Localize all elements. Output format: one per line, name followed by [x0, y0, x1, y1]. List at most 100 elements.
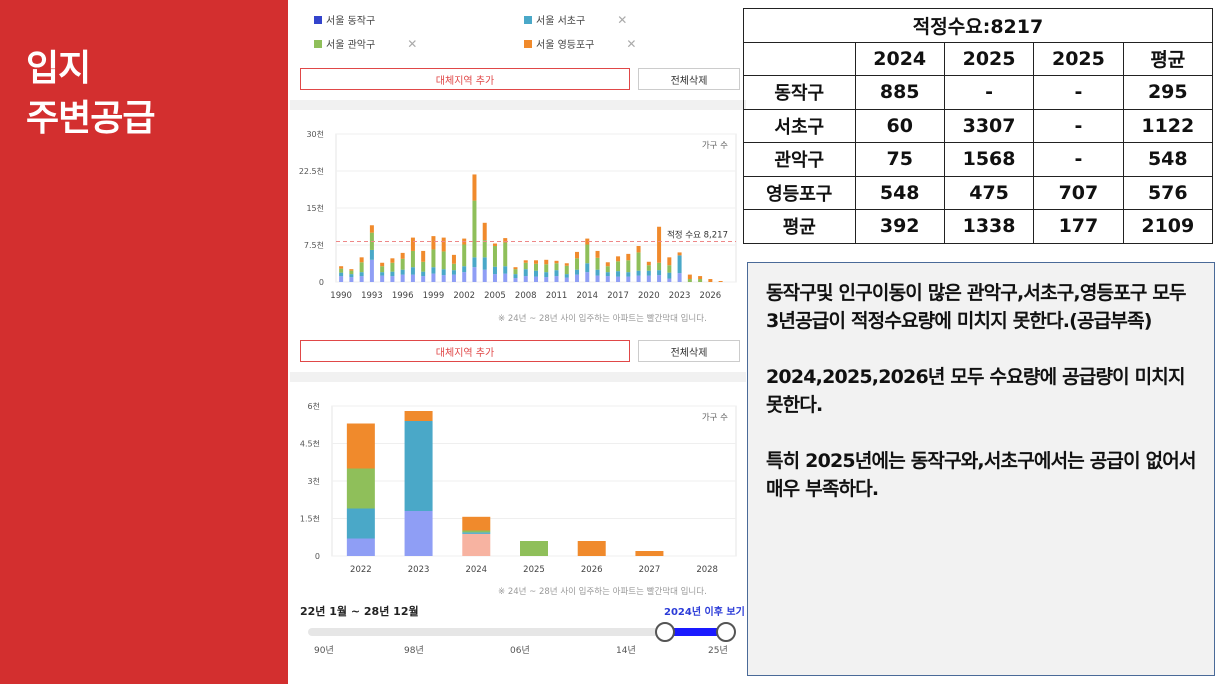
bar-segment — [431, 249, 436, 268]
bar-segment — [523, 276, 528, 282]
table-cell: 영등포구 — [743, 175, 856, 210]
bar-segment — [585, 238, 590, 245]
bar-segment — [380, 266, 385, 273]
slider-start-handle[interactable] — [655, 622, 675, 642]
legend-label: 서울 영등포구 — [536, 40, 595, 51]
bar-segment — [657, 275, 662, 282]
delete-all-button[interactable]: 전체삭제 — [638, 340, 740, 362]
bar-segment — [523, 262, 528, 270]
history-chart: 30천 22.5천 15천 7.5천 0 가구 수 1990 1993 1996 1999 2002… — [296, 118, 746, 318]
bar-segment — [718, 281, 723, 282]
bar-segment — [554, 270, 559, 277]
bar-segment — [349, 277, 354, 282]
add-region-button[interactable]: 대체지역 추가 — [300, 68, 630, 90]
table-row: 평균 392 1338 177 2109 — [743, 209, 1214, 244]
table-cell: 707 — [1033, 175, 1124, 210]
x-tick-label: 2028 — [696, 565, 718, 575]
legend-swatch — [314, 15, 322, 24]
slider-tick: 98년 — [404, 646, 424, 656]
bar-segment — [646, 265, 651, 271]
bar-segment — [404, 411, 433, 421]
bar-segment — [441, 275, 446, 282]
x-tick-label: 1996 — [392, 291, 414, 301]
table-title: 적정수요:8217 — [743, 8, 1213, 43]
table-cell: 475 — [943, 175, 1035, 210]
y-tick-label: 30천 — [306, 129, 324, 139]
table-cell: 1122 — [1122, 108, 1214, 143]
bar-segment — [421, 271, 426, 277]
bar-segment — [636, 245, 641, 253]
bar-segment — [462, 516, 491, 531]
bar-segment — [646, 275, 651, 282]
table-row: 관악구 75 1568 - 548 — [743, 142, 1214, 177]
y-tick-label: 1.5천 — [300, 514, 320, 524]
close-icon[interactable]: ✕ — [617, 12, 628, 27]
legend-item-dongjak: 서울 동작구 — [314, 12, 375, 27]
bar-segment — [513, 274, 518, 279]
bar-segment — [451, 274, 456, 282]
supply-table: 적정수요:8217 2024 2025 2025 평균 동작구 885 - - … — [743, 8, 1214, 244]
add-region-button[interactable]: 대체지역 추가 — [300, 340, 630, 362]
bar-segment — [523, 260, 528, 263]
table-cell: 1338 — [943, 209, 1035, 244]
history-chart-svg: 30천 22.5천 15천 7.5천 0 가구 수 1990 1993 1996 1999 2002… — [299, 129, 737, 301]
y-tick-label: 15천 — [306, 203, 324, 213]
delete-all-button[interactable]: 전체삭제 — [638, 68, 740, 90]
legend-label: 서울 서초구 — [536, 16, 586, 27]
close-icon[interactable]: ✕ — [626, 36, 637, 51]
close-icon[interactable]: ✕ — [407, 36, 418, 51]
after-2024-link[interactable]: 2024년 이후 보기 — [664, 607, 745, 618]
bar-segment — [404, 421, 433, 511]
table-cell: 576 — [1122, 175, 1214, 210]
legend-swatch — [524, 39, 532, 48]
bar-segment — [657, 262, 662, 271]
table-cell: 177 — [1033, 209, 1124, 244]
table-header — [743, 41, 856, 76]
bar-segment — [595, 257, 600, 270]
bar-segment — [451, 254, 456, 264]
region-legend: 서울 동작구 서울 서초구 ✕ 서울 관악구 ✕ 서울 영등포구 ✕ — [300, 4, 740, 60]
period-label: 22년 1월 ~ 28년 12월 — [300, 605, 419, 618]
bar-segment — [441, 251, 446, 270]
bar-segment — [390, 276, 395, 282]
bar-segment — [554, 263, 559, 271]
slider-tick: 14년 — [616, 646, 636, 656]
bar-segment — [410, 274, 415, 282]
bar-segment — [554, 260, 559, 264]
bar-segment — [626, 272, 631, 277]
bar-segment — [431, 236, 436, 250]
bar-segment — [657, 226, 662, 263]
bar-segment — [369, 249, 374, 260]
table-cell: 동작구 — [743, 75, 856, 110]
bar-segment — [646, 270, 651, 276]
bar-segment — [544, 277, 549, 282]
bar-segment — [667, 265, 672, 273]
bar-segment — [636, 270, 641, 276]
slide-title-line1: 입지 — [26, 48, 91, 89]
analysis-paragraph: 2024,2025,2026년 모두 수요량에 공급량이 미치지 못한다. — [766, 366, 1185, 416]
bar-segment — [431, 273, 436, 282]
y-tick-label: 3천 — [308, 476, 320, 486]
bar-segment — [503, 273, 508, 282]
analysis-paragraph: 특히 2025년에는 동작구와,서초구에서는 공급이 없어서 매우 부족하다. — [766, 450, 1196, 500]
table-cell: 295 — [1122, 75, 1214, 110]
bar-segment — [492, 274, 497, 282]
table-row: 동작구 885 - - 295 — [743, 75, 1214, 110]
title-sidebar: 입지 주변공급 — [0, 0, 288, 684]
slider-end-handle[interactable] — [716, 622, 736, 642]
bar-segment — [359, 257, 364, 263]
bar-segment — [359, 272, 364, 277]
bar-segment — [635, 551, 664, 556]
period-slider-range — [664, 628, 726, 636]
bar-segment — [472, 200, 477, 258]
bar-segment — [605, 272, 610, 277]
period-slider[interactable] — [308, 628, 728, 636]
legend-item-seocho: 서울 서초구 ✕ — [524, 12, 627, 27]
bar-segment — [605, 276, 610, 282]
x-tick-label: 2022 — [350, 565, 372, 575]
bar-segment — [359, 276, 364, 282]
bar-segment — [390, 262, 395, 272]
bar-segment — [441, 237, 446, 252]
table-cell: - — [1033, 108, 1124, 143]
table-cell: - — [1033, 75, 1124, 110]
